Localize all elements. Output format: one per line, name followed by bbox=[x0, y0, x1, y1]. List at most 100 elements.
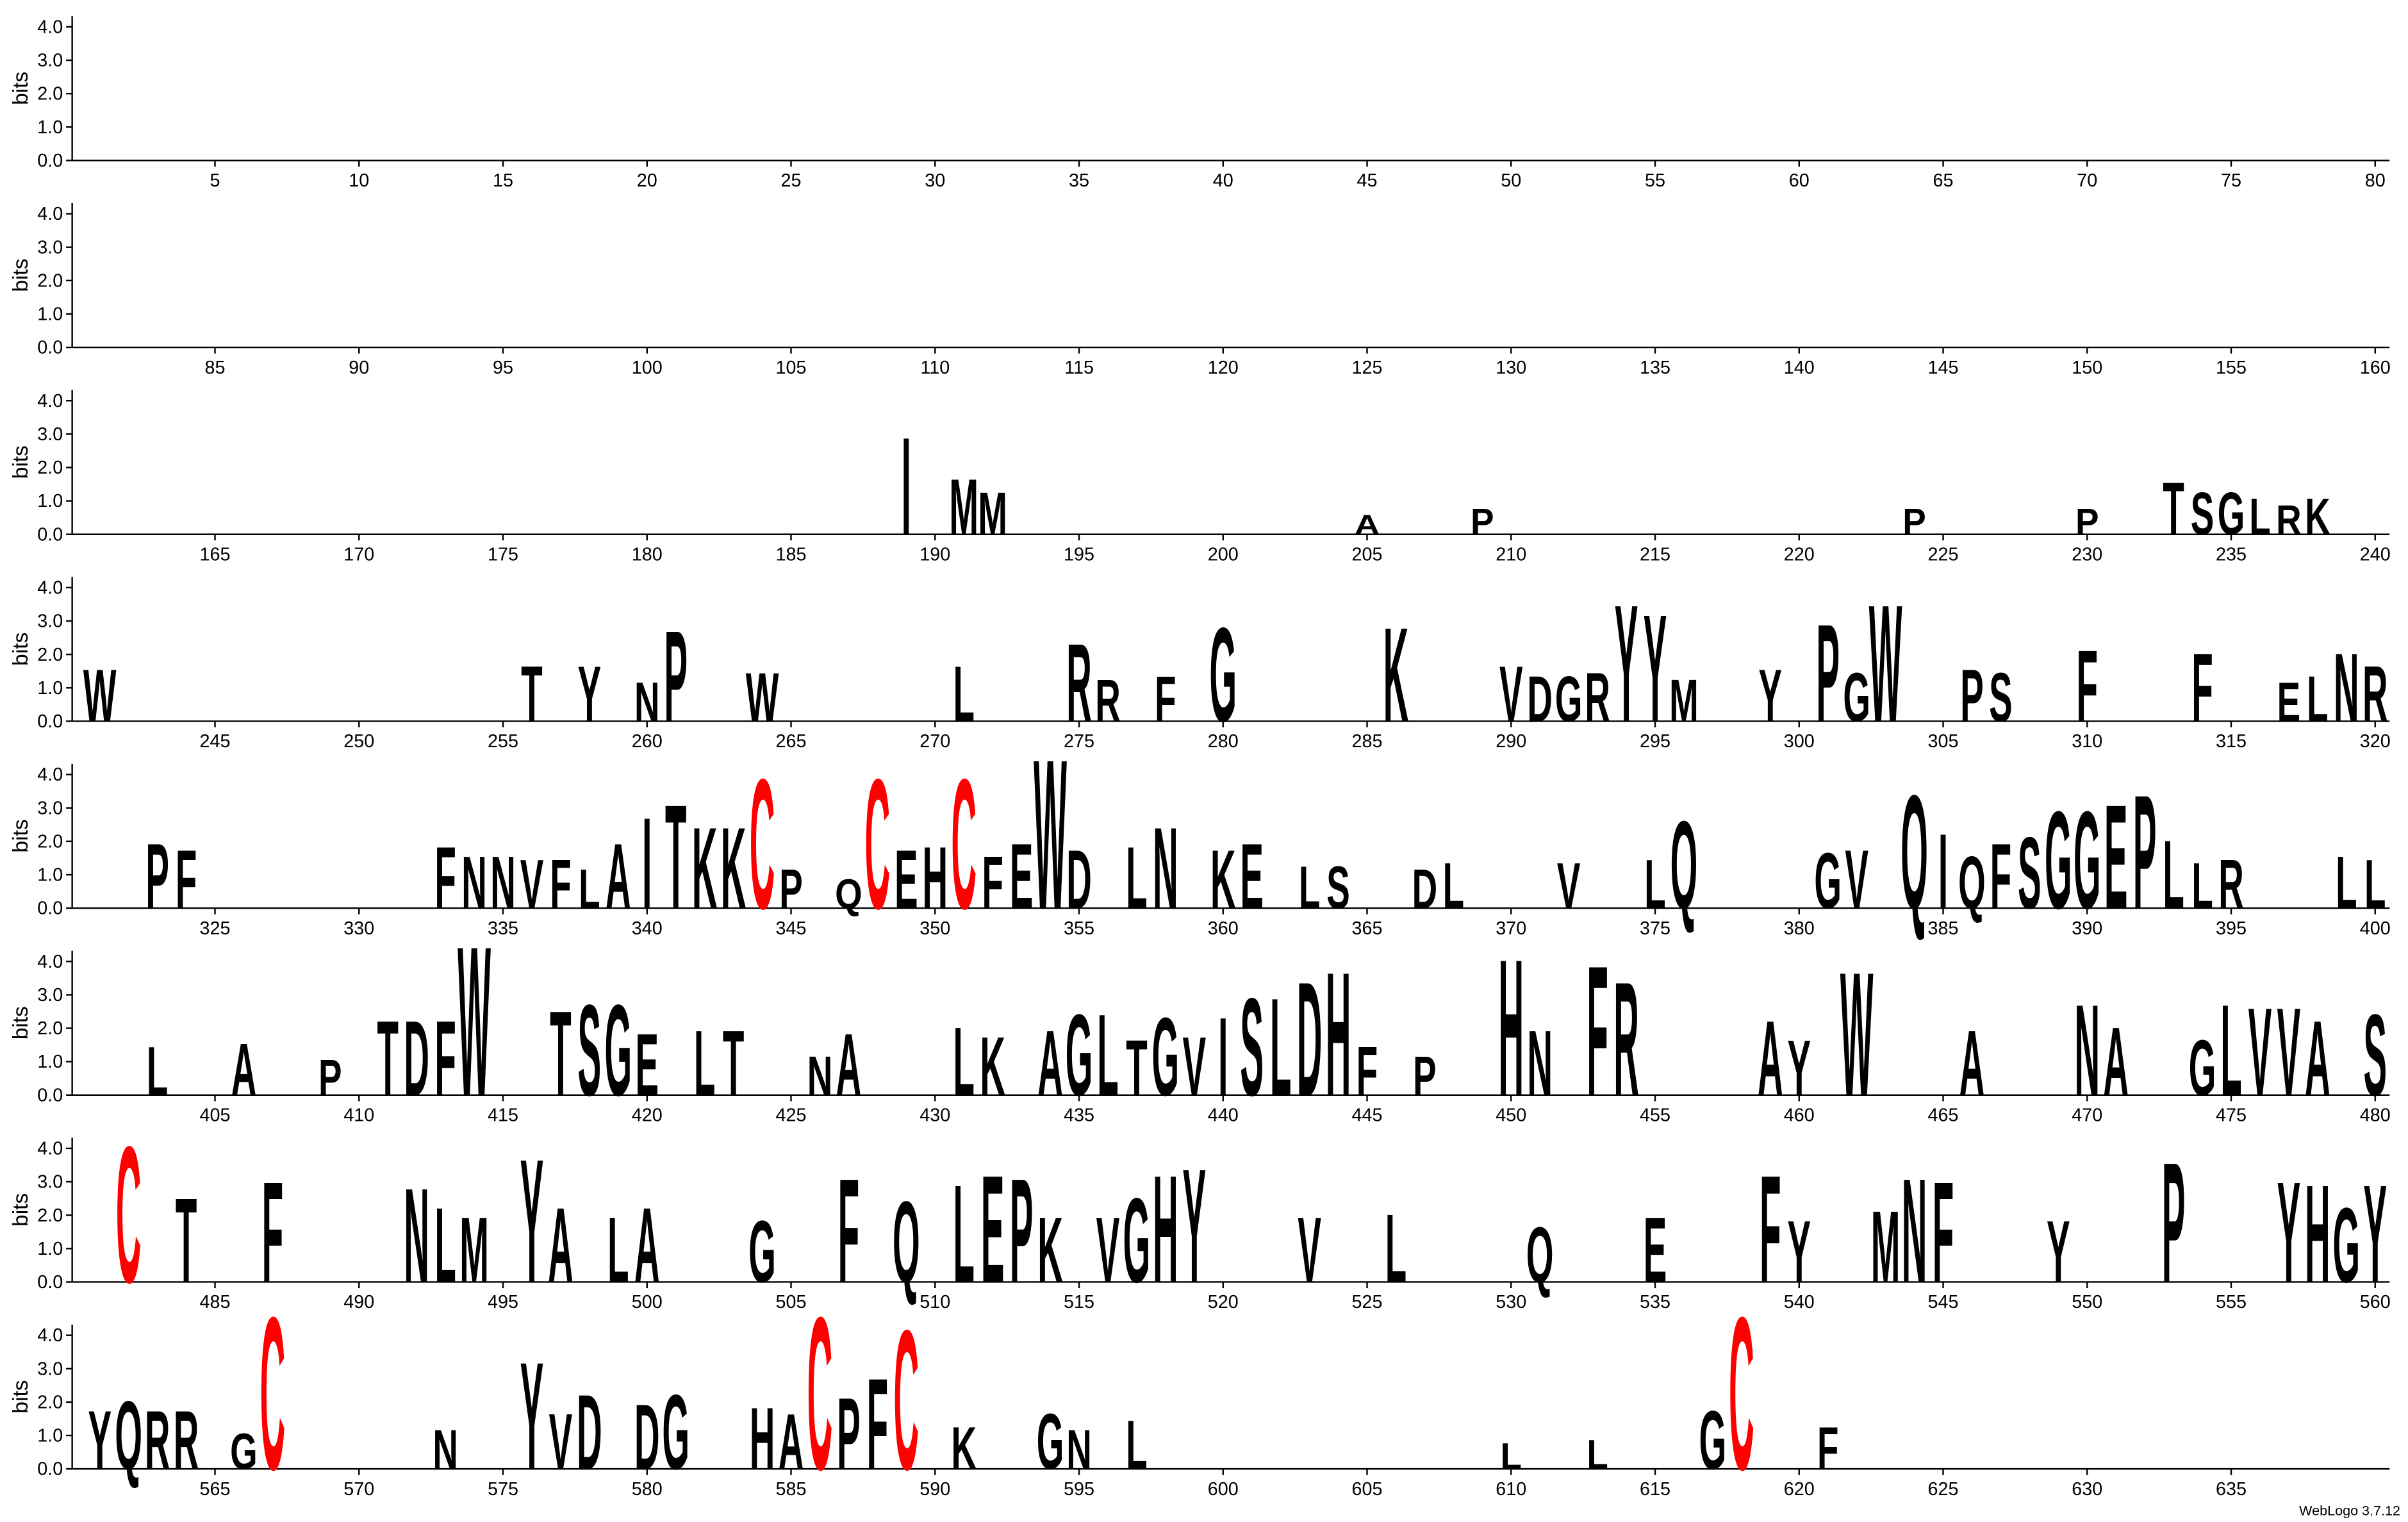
x-tick-label: 280 bbox=[1208, 731, 1239, 752]
y-tick-label: 3.0 bbox=[37, 985, 63, 1005]
y-tick-label: 1.0 bbox=[37, 1239, 63, 1259]
logo-letter: L bbox=[434, 1186, 456, 1305]
x-tick-label: 25 bbox=[781, 170, 802, 191]
logo-letter: T bbox=[1126, 1025, 1147, 1113]
logo-letter: Y bbox=[1759, 655, 1783, 738]
x-tick-label: 115 bbox=[1064, 358, 1094, 378]
y-tick-label: 1.0 bbox=[37, 1052, 63, 1072]
logo-letter: L bbox=[1587, 1432, 1608, 1478]
logo-letter: N bbox=[634, 672, 660, 734]
logo-letter: P bbox=[664, 605, 688, 749]
logo-letter: Y bbox=[1183, 1135, 1207, 1316]
x-tick-label: 245 bbox=[200, 731, 231, 752]
logo-letter: N bbox=[1902, 1148, 1927, 1314]
x-tick-label: 445 bbox=[1352, 1105, 1383, 1126]
logo-letter: L bbox=[2364, 846, 2386, 923]
logo-letter: R bbox=[1095, 667, 1121, 734]
logo-letter: T bbox=[2163, 468, 2184, 550]
logo-letter: V bbox=[1298, 1199, 1321, 1302]
logo-letter: Q bbox=[1958, 842, 1986, 925]
y-tick-label: 3.0 bbox=[37, 611, 63, 632]
y-tick-label: 2.0 bbox=[37, 1205, 63, 1226]
x-tick-label: 305 bbox=[1928, 731, 1959, 752]
logo-letter: G bbox=[662, 1373, 689, 1492]
logo-letter: C bbox=[750, 741, 775, 948]
x-tick-label: 450 bbox=[1496, 1105, 1526, 1126]
logo-letter: Y bbox=[520, 1330, 544, 1501]
logo-letter: L bbox=[2163, 821, 2184, 929]
logo-letter: G bbox=[1209, 599, 1237, 750]
x-tick-label: 615 bbox=[1640, 1479, 1670, 1500]
x-tick-label: 435 bbox=[1064, 1105, 1094, 1126]
x-tick-label: 490 bbox=[343, 1292, 374, 1312]
logo-letter: F bbox=[982, 842, 1003, 925]
logo-letter: L bbox=[1270, 970, 1291, 1125]
x-tick-label: 565 bbox=[200, 1479, 231, 1500]
x-tick-label: 10 bbox=[349, 170, 369, 191]
logo-letter: A bbox=[634, 1186, 660, 1305]
y-tick-label: 0.0 bbox=[37, 1085, 63, 1105]
logo-letter: F bbox=[2191, 634, 2213, 743]
logo-row: bits 0.0 1.0 2.0 3.0 4.0 565 570 575 580 585 590 595… bbox=[9, 1271, 2390, 1516]
y-tick-label: 4.0 bbox=[37, 17, 63, 37]
x-tick-label: 510 bbox=[919, 1292, 950, 1312]
y-tick-label: 1.0 bbox=[37, 304, 63, 325]
x-tick-label: 190 bbox=[919, 544, 950, 565]
logo-letter: A bbox=[231, 1029, 257, 1111]
x-tick-label: 325 bbox=[200, 918, 231, 939]
x-tick-label: 430 bbox=[919, 1105, 950, 1126]
logo-letter: G bbox=[605, 979, 632, 1123]
x-tick-label: 300 bbox=[1784, 731, 1815, 752]
x-tick-label: 185 bbox=[776, 544, 807, 565]
x-tick-label: 540 bbox=[1784, 1292, 1815, 1312]
x-tick-label: 420 bbox=[632, 1105, 663, 1126]
logo-letter: G bbox=[2333, 1186, 2361, 1305]
logo-letter: T bbox=[521, 651, 542, 739]
x-tick-label: 155 bbox=[2216, 358, 2247, 378]
x-tick-label: 550 bbox=[2072, 1292, 2102, 1312]
x-tick-label: 345 bbox=[776, 918, 807, 939]
y-tick-label: 2.0 bbox=[37, 1392, 63, 1412]
logo-letter: L bbox=[953, 1156, 974, 1312]
x-tick-label: 455 bbox=[1640, 1105, 1670, 1126]
x-tick-label: 315 bbox=[2216, 731, 2247, 752]
x-tick-label: 75 bbox=[2221, 170, 2241, 191]
y-tick-label: 0.0 bbox=[37, 1272, 63, 1293]
logo-letter: S bbox=[2191, 480, 2214, 547]
logo-letter: D bbox=[404, 1000, 429, 1118]
logo-letter: L bbox=[147, 1033, 168, 1111]
x-tick-label: 625 bbox=[1928, 1479, 1959, 1500]
x-tick-label: 80 bbox=[2365, 170, 2386, 191]
y-axis-label: bits bbox=[9, 72, 33, 105]
x-tick-label: 605 bbox=[1352, 1479, 1383, 1500]
logo-letter: G bbox=[1152, 995, 1180, 1119]
x-tick-label: 285 bbox=[1352, 731, 1383, 752]
logo-letter: W bbox=[746, 659, 779, 736]
logo-letter: R bbox=[1585, 659, 1610, 736]
x-tick-label: 260 bbox=[632, 731, 663, 752]
logo-letter: Y bbox=[2277, 1152, 2301, 1312]
logo-letter: N bbox=[1066, 1419, 1092, 1481]
logo-letter: C bbox=[865, 741, 891, 948]
x-tick-label: 370 bbox=[1496, 918, 1526, 939]
y-tick-label: 0.0 bbox=[37, 711, 63, 732]
x-tick-label: 110 bbox=[920, 358, 950, 378]
logo-letter: M bbox=[978, 480, 1007, 547]
logo-letter: E bbox=[2104, 774, 2128, 940]
y-tick-label: 3.0 bbox=[37, 1359, 63, 1379]
x-tick-label: 50 bbox=[1501, 170, 1521, 191]
x-tick-label: 360 bbox=[1208, 918, 1239, 939]
logo-letter: L bbox=[953, 651, 974, 739]
x-tick-label: 320 bbox=[2360, 731, 2391, 752]
x-tick-label: 400 bbox=[2360, 918, 2391, 939]
x-tick-label: 140 bbox=[1784, 358, 1815, 378]
x-tick-label: 570 bbox=[343, 1479, 374, 1500]
logo-letter: P bbox=[318, 1050, 342, 1107]
logo-letter: R bbox=[145, 1394, 170, 1487]
x-tick-label: 105 bbox=[776, 358, 807, 378]
logo-letter: H bbox=[1326, 936, 1351, 1134]
logo-letter: L bbox=[1126, 829, 1147, 928]
y-axis-label: bits bbox=[9, 633, 33, 666]
logo-letter: A bbox=[1037, 1012, 1063, 1115]
logo-letter: Q bbox=[835, 871, 862, 918]
